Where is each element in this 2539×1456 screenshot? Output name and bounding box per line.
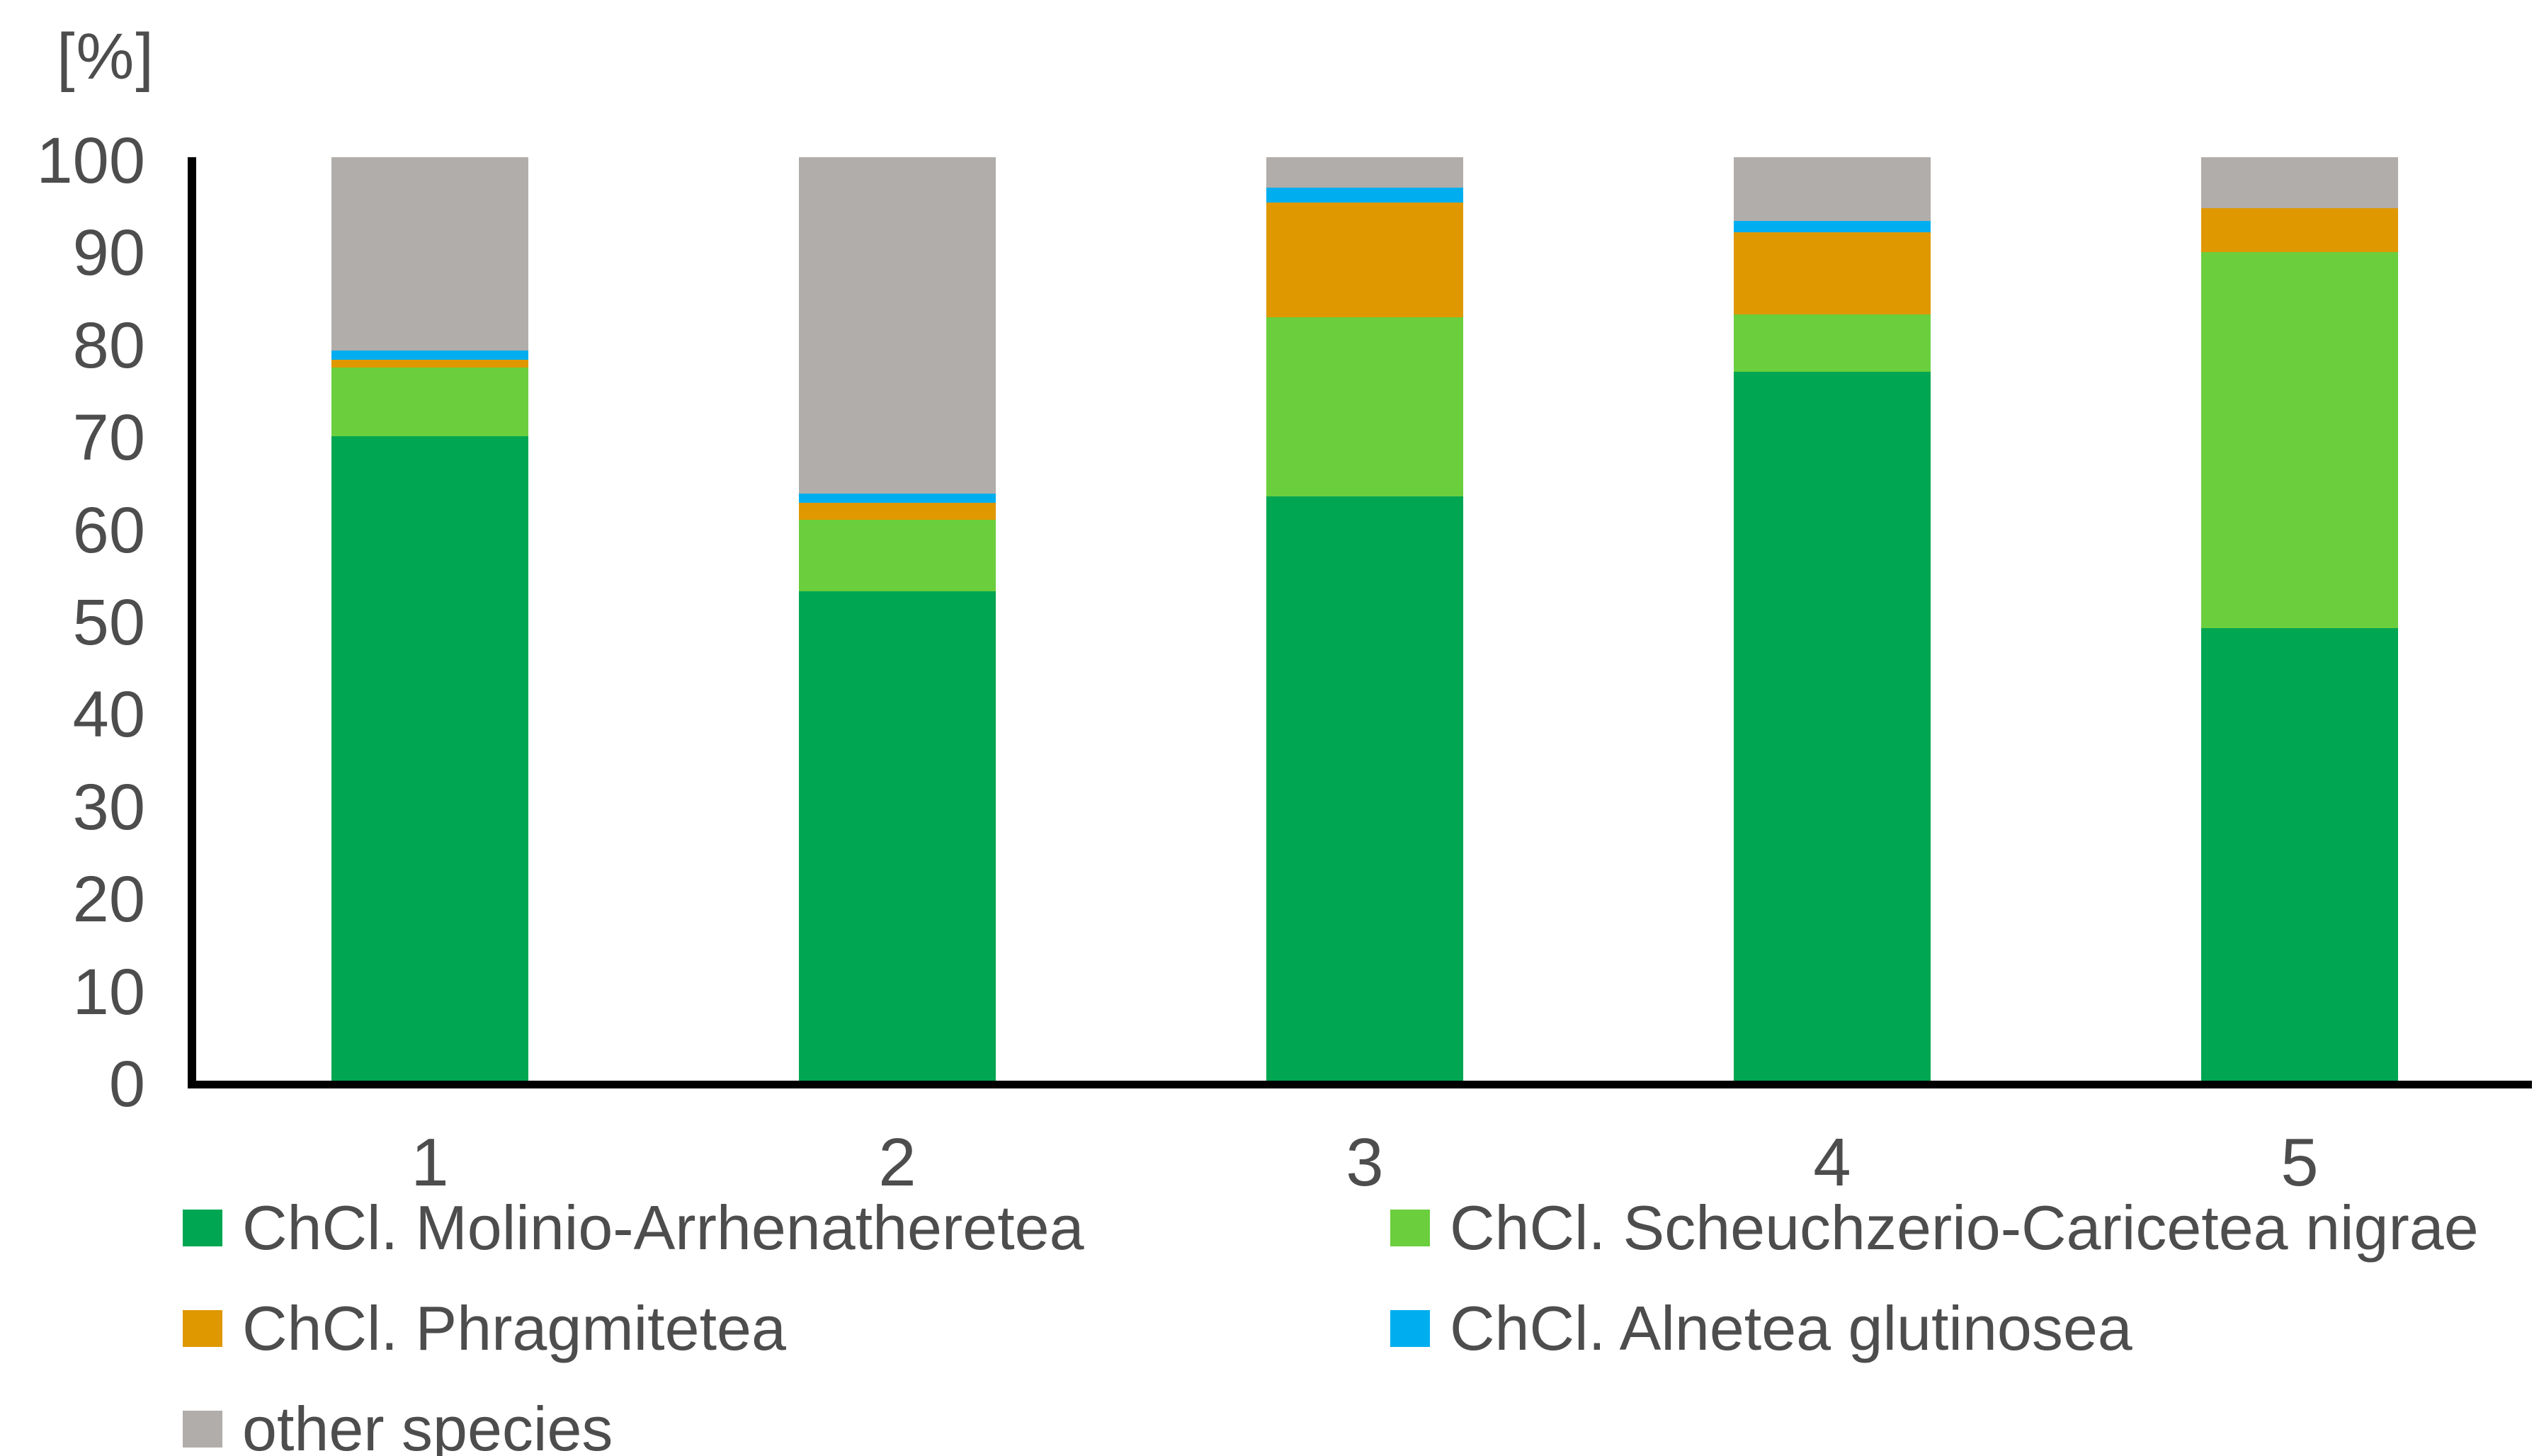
y-tick-label-0: 0 [108,1048,145,1120]
legend-label: ChCl. Scheuchzerio-Caricetea nigrae [1450,1193,2479,1263]
legend-label: ChCl. Phragmitetea [242,1293,786,1363]
bar-2-segment-1 [799,591,996,1081]
bar-4-segment-4 [1734,221,1931,232]
y-tick-label-70: 70 [72,402,145,474]
y-tick-label-50: 50 [72,586,145,659]
x-axis-line [188,1081,2532,1088]
bar-1-segment-1 [331,436,528,1081]
bar-4-segment-2 [1734,314,1931,372]
bar-5-segment-1 [2201,628,2398,1081]
bar-category-1 [331,157,528,1081]
y-tick-label-10: 10 [72,955,145,1028]
x-tick-label-3: 3 [1346,1125,1384,1200]
bar-3-segment-2 [1266,317,1463,496]
bar-5-segment-3 [2201,207,2398,253]
bar-4-segment-1 [1734,371,1931,1081]
x-tick-label-4: 4 [1813,1125,1851,1200]
bar-3-segment-5 [1266,157,1463,188]
bar-slot-5 [2066,157,2533,1081]
chart-legend: ChCl. Molinio-Arrhenatheretea ChCl. Scheu… [183,1194,2479,1456]
y-tick-label-100: 100 [36,125,146,197]
bar-category-5 [2201,157,2398,1081]
bar-2-segment-4 [799,493,996,503]
bar-1-segment-4 [331,350,528,360]
bar-category-4 [1734,157,1931,1081]
bar-3-segment-4 [1266,188,1463,203]
x-axis-tick-labels: 1 2 3 4 5 [196,1127,2533,1198]
y-tick-label-90: 90 [72,217,145,290]
x-tick-label-1: 1 [411,1125,449,1200]
bar-1-segment-3 [331,359,528,368]
y-axis-line [188,157,196,1088]
bar-2-segment-2 [799,520,996,591]
legend-swatch-icon [1390,1310,1430,1347]
y-tick-label-80: 80 [72,309,145,382]
legend-item-3: ChCl. Phragmitetea [183,1295,1390,1363]
y-tick-label-60: 60 [72,494,145,567]
legend-item-4: ChCl. Alnetea glutinosea [1390,1295,2479,1363]
bar-slot-1 [196,157,664,1081]
bar-slot-3 [1131,157,1598,1081]
bar-3-segment-1 [1266,496,1463,1081]
y-tick-label-40: 40 [72,678,145,751]
bar-2-segment-5 [799,157,996,494]
bar-2-segment-3 [799,502,996,521]
legend-item-5: other species [183,1395,1390,1456]
legend-label: other species [242,1394,613,1456]
legend-item-1: ChCl. Molinio-Arrhenatheretea [183,1194,1390,1262]
legend-swatch-icon [183,1411,222,1448]
bar-4-segment-5 [1734,157,1931,221]
bar-category-2 [799,157,996,1081]
bar-3-segment-3 [1266,202,1463,317]
y-tick-label-30: 30 [72,770,145,843]
bar-5-segment-2 [2201,252,2398,629]
legend-swatch-icon [183,1210,222,1246]
x-tick-label-5: 5 [2280,1125,2319,1200]
bar-5-segment-5 [2201,157,2398,208]
legend-swatch-icon [183,1310,222,1347]
bar-slot-4 [1598,157,2066,1081]
bar-1-segment-2 [331,368,528,436]
bar-1-segment-5 [331,157,528,351]
bar-4-segment-3 [1734,232,1931,314]
legend-item-2: ChCl. Scheuchzerio-Caricetea nigrae [1390,1194,2479,1262]
legend-swatch-icon [1390,1210,1430,1246]
bar-category-3 [1266,157,1463,1081]
y-axis-unit-label: [%] [57,21,155,93]
legend-label: ChCl. Molinio-Arrhenatheretea [242,1193,1084,1263]
legend-label: ChCl. Alnetea glutinosea [1450,1293,2132,1363]
plot-area [196,157,2533,1081]
bar-slot-2 [664,157,1131,1081]
x-tick-label-2: 2 [878,1125,916,1200]
y-tick-label-20: 20 [72,863,145,936]
